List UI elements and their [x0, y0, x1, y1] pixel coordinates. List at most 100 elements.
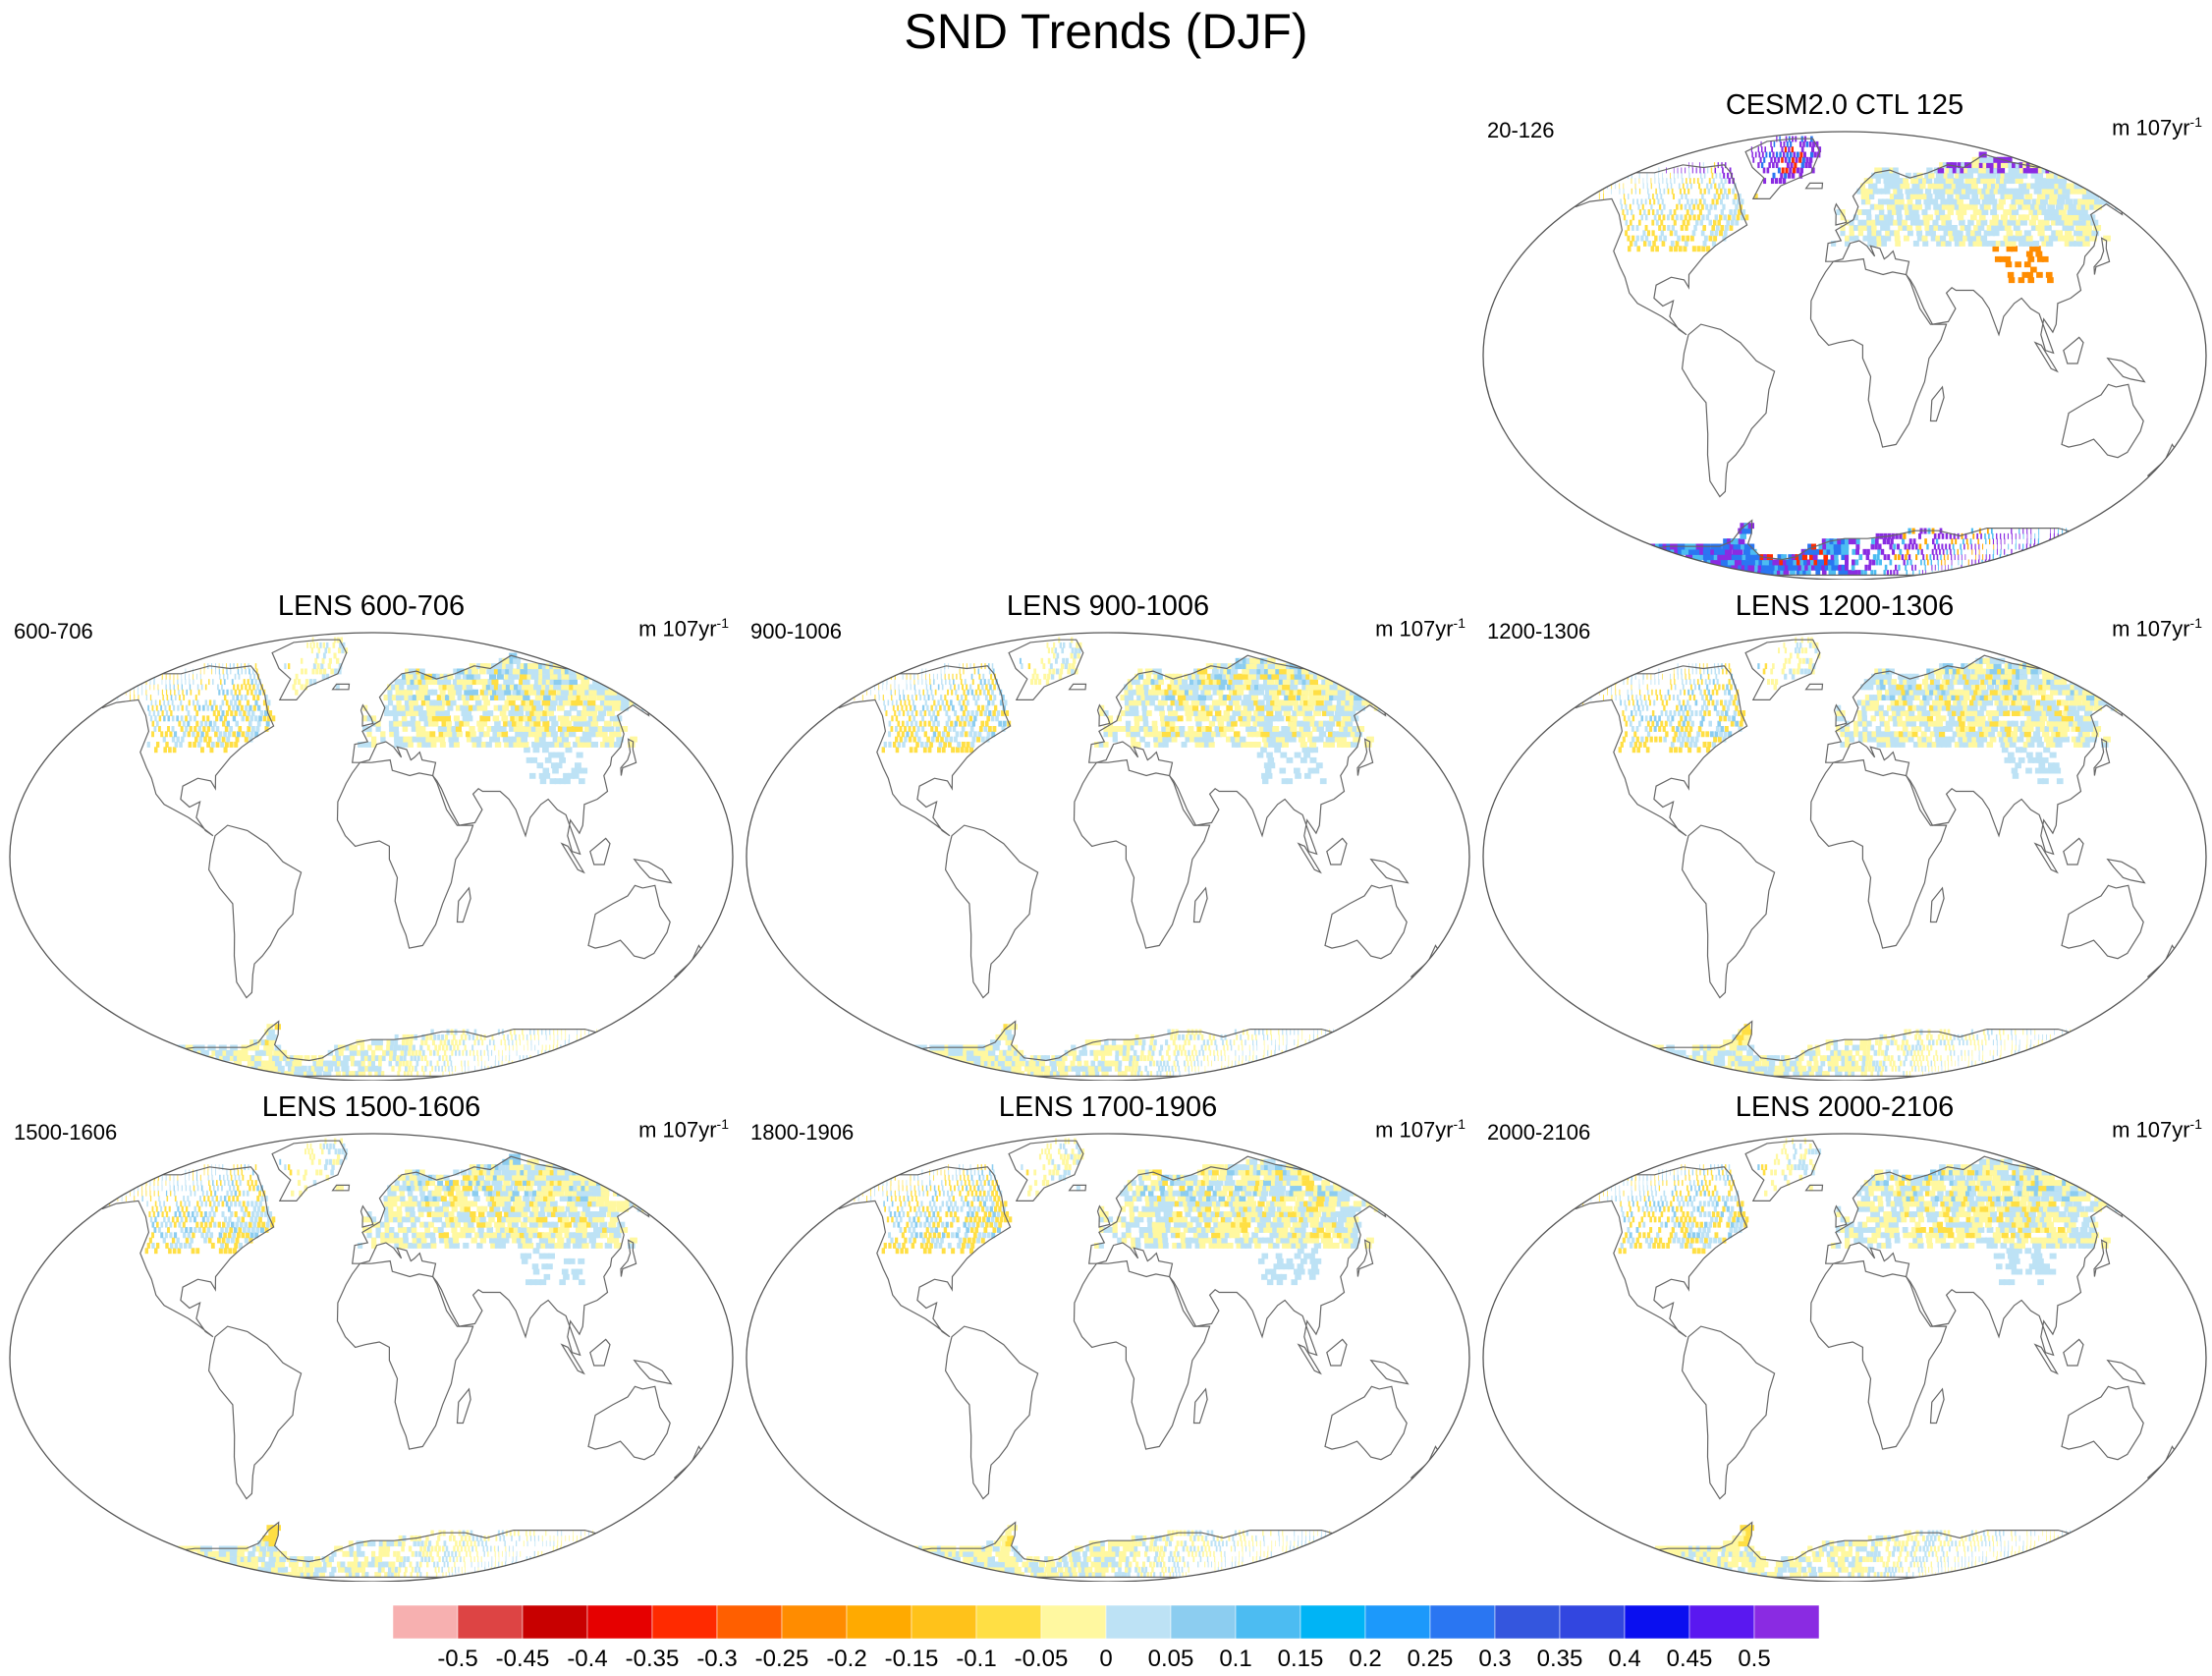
coastline-iceland	[331, 1184, 351, 1192]
colorbar-tick-label: 0	[1099, 1646, 1112, 1672]
period-label: 20-126	[1487, 118, 1555, 142]
colorbar-tick-label: -0.3	[696, 1646, 737, 1672]
panel-title: LENS 1200-1306	[1735, 590, 1955, 622]
coastline-borneo	[2063, 837, 2084, 866]
colorbar-swatch	[586, 1605, 653, 1640]
coastline-japan	[2093, 1239, 2111, 1277]
coastline-greenland	[1744, 138, 1821, 200]
world-map	[1482, 131, 2207, 580]
coastline-japan	[2093, 237, 2111, 275]
colorbar-tick-label: 0.2	[1349, 1646, 1381, 1672]
colorbar-swatch	[1170, 1605, 1237, 1640]
map-panel-lens-1200: LENS 1200-1306 1200-1306 m 107yr-1	[1477, 589, 2212, 1081]
coastline-australia	[2061, 383, 2144, 459]
world-map	[1482, 1133, 2207, 1582]
coastline-borneo	[2063, 1338, 2084, 1367]
snow-trend-field	[841, 1138, 1400, 1579]
coastline-japan	[2093, 738, 2111, 776]
map-border	[1482, 632, 2207, 1081]
colorbar-tick-label: 0.35	[1537, 1646, 1583, 1672]
coastline-borneo	[1326, 1338, 1348, 1367]
map-panel-lens-2000: LENS 2000-2106 2000-2106 m 107yr-1	[1477, 1090, 2212, 1582]
coastline-australia	[587, 884, 671, 960]
coastline-madagascar	[456, 1387, 471, 1425]
coastline-great-britain	[359, 1204, 374, 1228]
coastline-eurasia	[1825, 153, 2137, 355]
coastline-great-britain	[359, 703, 374, 727]
coastline-eurasia	[352, 654, 664, 856]
colorbar: -0.5 -0.45 -0.4 -0.35 -0.3 -0.25 -0.2 -0.15 -0.1…	[393, 1605, 1820, 1672]
coastline-africa	[1073, 1259, 1211, 1450]
map-panel-lens-1500: LENS 1500-1606 1500-1606 m 107yr-1	[4, 1090, 739, 1582]
colorbar-swatch	[1753, 1605, 1820, 1640]
coastline-eurasia	[1088, 654, 1401, 856]
coastline-iceland	[1068, 1184, 1087, 1192]
colorbar-swatch	[457, 1605, 524, 1640]
panel-title: LENS 600-706	[277, 590, 466, 622]
coastline-japan	[1356, 1239, 1374, 1277]
colorbar-tick-label: 0.05	[1148, 1646, 1194, 1672]
coastline-iceland	[1804, 182, 1824, 190]
colorbar-swatch	[911, 1605, 977, 1640]
map-panel-ctl: CESM2.0 CTL 125 20-126 m 107yr-1	[1477, 88, 2212, 580]
colorbar-tick-label: 0.5	[1738, 1646, 1770, 1672]
map-panel-lens-900: LENS 900-1006 900-1006 m 107yr-1	[741, 589, 1475, 1081]
colorbar-swatch	[1300, 1605, 1366, 1640]
colorbar-tick-label: -0.4	[567, 1646, 607, 1672]
colorbar-swatch	[716, 1605, 783, 1640]
coastline-new-zealand	[2146, 1445, 2181, 1479]
coastline-eurasia	[1825, 1155, 2137, 1357]
coastline-japan	[620, 738, 637, 776]
colorbar-swatch	[846, 1605, 912, 1640]
coastlines	[832, 1140, 1444, 1578]
coastline-borneo	[589, 837, 611, 866]
coastline-borneo	[1326, 837, 1348, 866]
snow-trend-field	[100, 1138, 662, 1579]
coastline-new-zealand	[1410, 944, 1444, 978]
coastline-madagascar	[1192, 1387, 1208, 1425]
coastline-south-america	[1681, 1325, 1776, 1500]
coastline-great-britain	[1096, 703, 1111, 727]
colorbar-tick-label: -0.45	[496, 1646, 550, 1672]
colorbar-swatch	[781, 1605, 848, 1640]
colorbar-tick-label: -0.05	[1015, 1646, 1069, 1672]
coastline-north-america	[1569, 1166, 1748, 1338]
coastline-south-america	[944, 824, 1039, 999]
coastline-iceland	[331, 683, 351, 691]
coastline-great-britain	[1833, 703, 1848, 727]
world-map	[9, 1133, 734, 1582]
colorbar-tick-label: -0.35	[626, 1646, 680, 1672]
coastline-iceland	[1068, 683, 1087, 691]
coastline-south-america	[1681, 824, 1776, 999]
units-label: m 107yr-1	[638, 615, 729, 642]
units-label: m 107yr-1	[638, 1116, 729, 1143]
coastline-africa	[1809, 1259, 1948, 1450]
coastline-sumatra	[1297, 1343, 1322, 1375]
units-label: m 107yr-1	[2112, 114, 2202, 140]
snow-trend-field	[1574, 1138, 2140, 1579]
colorbar-swatch	[393, 1605, 459, 1640]
coastline-great-britain	[1096, 1204, 1111, 1228]
period-label: 1200-1306	[1487, 619, 1591, 643]
units-label: m 107yr-1	[2112, 1116, 2202, 1143]
panel-title: CESM2.0 CTL 125	[1725, 89, 1964, 121]
panel-title: LENS 900-1006	[1006, 590, 1210, 622]
coastline-north-america	[95, 665, 275, 837]
coastline-australia	[2061, 1385, 2144, 1461]
map-border	[9, 1133, 734, 1582]
map-border	[1482, 1133, 2207, 1582]
snow-trend-field	[846, 637, 1404, 1078]
coastline-australia	[1324, 884, 1408, 960]
coastline-eurasia	[1825, 654, 2137, 856]
coastline-madagascar	[1929, 1387, 1945, 1425]
colorbar-tick-label: -0.1	[956, 1646, 996, 1672]
colorbar-swatch	[1429, 1605, 1496, 1640]
coastline-sumatra	[1297, 842, 1322, 874]
coastline-greenland	[1744, 1140, 1821, 1202]
colorbar-tick-label: -0.15	[885, 1646, 939, 1672]
coastline-south-america	[944, 1325, 1039, 1500]
coastline-africa	[336, 1259, 474, 1450]
colorbar-swatch	[651, 1605, 718, 1640]
coastline-madagascar	[456, 886, 471, 923]
colorbar-swatch	[1235, 1605, 1301, 1640]
